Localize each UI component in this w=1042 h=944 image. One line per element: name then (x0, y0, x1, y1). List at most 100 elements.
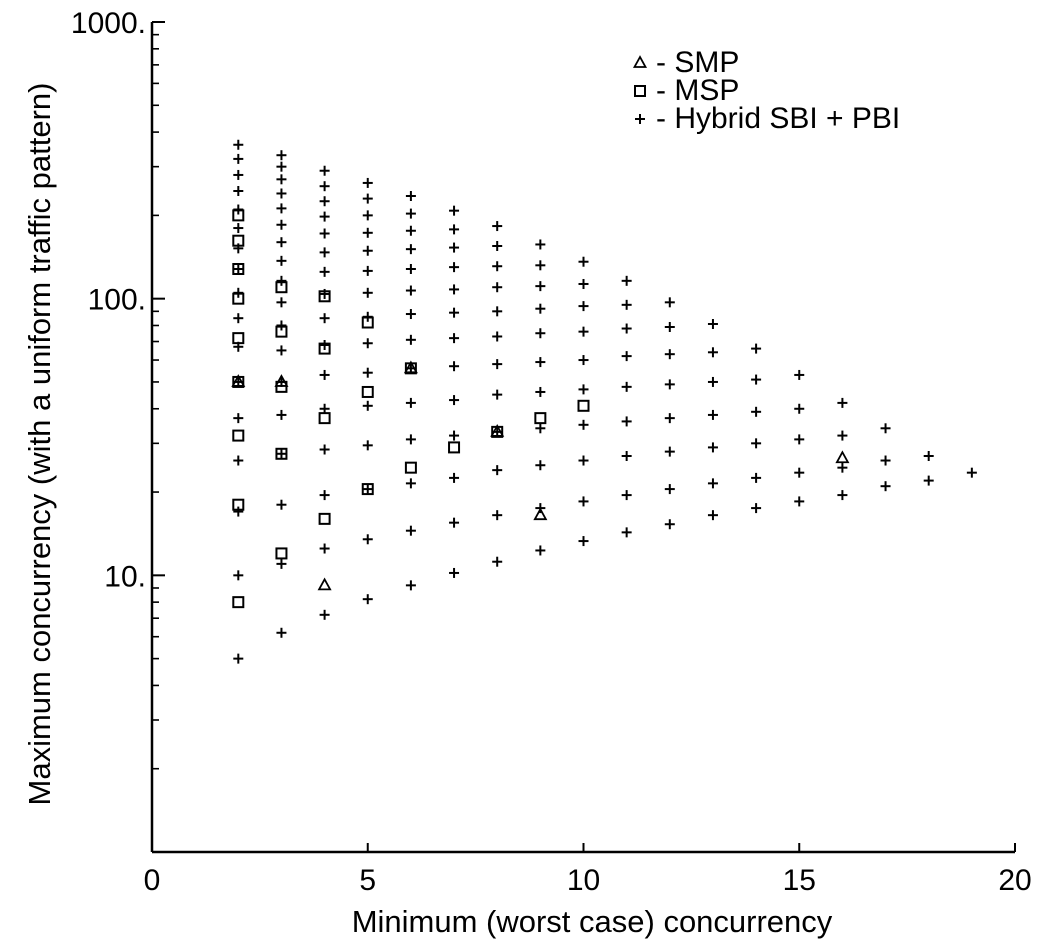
square-marker (448, 441, 461, 454)
legend-label: - Hybrid SBI + PBI (656, 102, 900, 135)
plus-marker (362, 338, 373, 349)
plus-marker (492, 465, 503, 476)
plus-marker (233, 413, 244, 424)
plus-marker (405, 191, 416, 202)
plus-marker (362, 210, 373, 221)
y-tick-label: 1000. (71, 7, 146, 40)
plus-marker (362, 484, 373, 495)
plus-marker (319, 228, 330, 239)
plus-marker (449, 430, 460, 441)
x-tick-label: 20 (998, 864, 1031, 897)
plus-marker (837, 462, 848, 473)
plus-marker (405, 434, 416, 445)
plus-marker (751, 438, 762, 449)
x-axis-title: Minimum (worst case) concurrency (352, 904, 833, 939)
plus-marker (578, 326, 589, 337)
plus-marker (880, 455, 891, 466)
square-marker (318, 412, 331, 425)
square-marker (232, 209, 245, 222)
plus-marker (449, 395, 460, 406)
plus-marker (319, 444, 330, 455)
plus-marker (405, 285, 416, 296)
plus-marker (492, 306, 503, 317)
plus-marker (449, 205, 460, 216)
square-marker (232, 263, 245, 276)
plus-marker (276, 499, 287, 510)
plus-marker (492, 556, 503, 567)
triangle-marker (533, 507, 548, 521)
plus-marker (319, 609, 330, 620)
plus-marker (276, 320, 287, 331)
plus-marker (966, 467, 977, 478)
plus-marker (276, 275, 287, 286)
square-marker (275, 281, 288, 294)
plus-marker (233, 264, 244, 275)
triangle-marker (490, 424, 505, 437)
square-marker (318, 342, 331, 355)
plus-marker (233, 455, 244, 466)
plus-marker (276, 237, 287, 248)
plus-marker (664, 413, 675, 424)
square-marker (232, 234, 245, 247)
plus-marker (319, 247, 330, 258)
plus-marker (578, 419, 589, 430)
plus-marker (449, 472, 460, 483)
plus-marker (405, 478, 416, 489)
plus-marker (362, 265, 373, 276)
plus-marker (276, 174, 287, 185)
square-marker (275, 447, 288, 460)
square-marker (404, 461, 417, 474)
square-marker (232, 498, 245, 511)
plus-marker (621, 527, 632, 538)
legend-label: - MSP (656, 74, 739, 107)
square-marker (361, 483, 374, 496)
plus-marker (319, 211, 330, 222)
plus-marker (233, 139, 244, 150)
plus-marker (319, 490, 330, 501)
plus-marker (578, 496, 589, 507)
triangle-marker (403, 360, 418, 374)
x-tick-label: 10 (567, 864, 600, 897)
plus-marker (535, 239, 546, 250)
plus-marker (362, 227, 373, 238)
x-axis: 0 5 10 15 20 (144, 843, 1032, 897)
plus-marker (621, 450, 632, 461)
data-markers (231, 139, 977, 664)
plus-marker (405, 244, 416, 255)
plus-marker (319, 165, 330, 176)
plus-marker (233, 169, 244, 180)
plus-marker (449, 361, 460, 372)
plus-marker (319, 196, 330, 207)
series-hybrid-sbi-pbi (233, 139, 977, 664)
plus-marker (449, 307, 460, 318)
series-smp (231, 360, 850, 591)
plus-marker (405, 397, 416, 408)
plus-marker (276, 448, 287, 459)
plus-marker (837, 430, 848, 441)
plus-marker (837, 490, 848, 501)
plus-marker (535, 386, 546, 397)
plus-marker (449, 567, 460, 578)
plus-marker (233, 153, 244, 164)
square-marker (275, 380, 288, 393)
plus-marker (405, 580, 416, 591)
square-marker (634, 85, 646, 97)
plus-marker (535, 460, 546, 471)
x-tick-label: 0 (144, 864, 161, 897)
plus-marker (751, 406, 762, 417)
plus-marker (664, 297, 675, 308)
plus-marker (319, 313, 330, 324)
plus-marker (362, 534, 373, 545)
square-marker (275, 325, 288, 338)
plus-marker (492, 359, 503, 370)
plus-marker (578, 455, 589, 466)
plus-marker (794, 467, 805, 478)
plus-marker (276, 297, 287, 308)
plus-marker (535, 303, 546, 314)
plus-marker (233, 653, 244, 664)
plus-marker (405, 525, 416, 536)
legend-label: - SMP (656, 46, 739, 79)
triangle-marker (317, 577, 332, 591)
plus-marker (276, 255, 287, 266)
square-marker (318, 512, 331, 525)
